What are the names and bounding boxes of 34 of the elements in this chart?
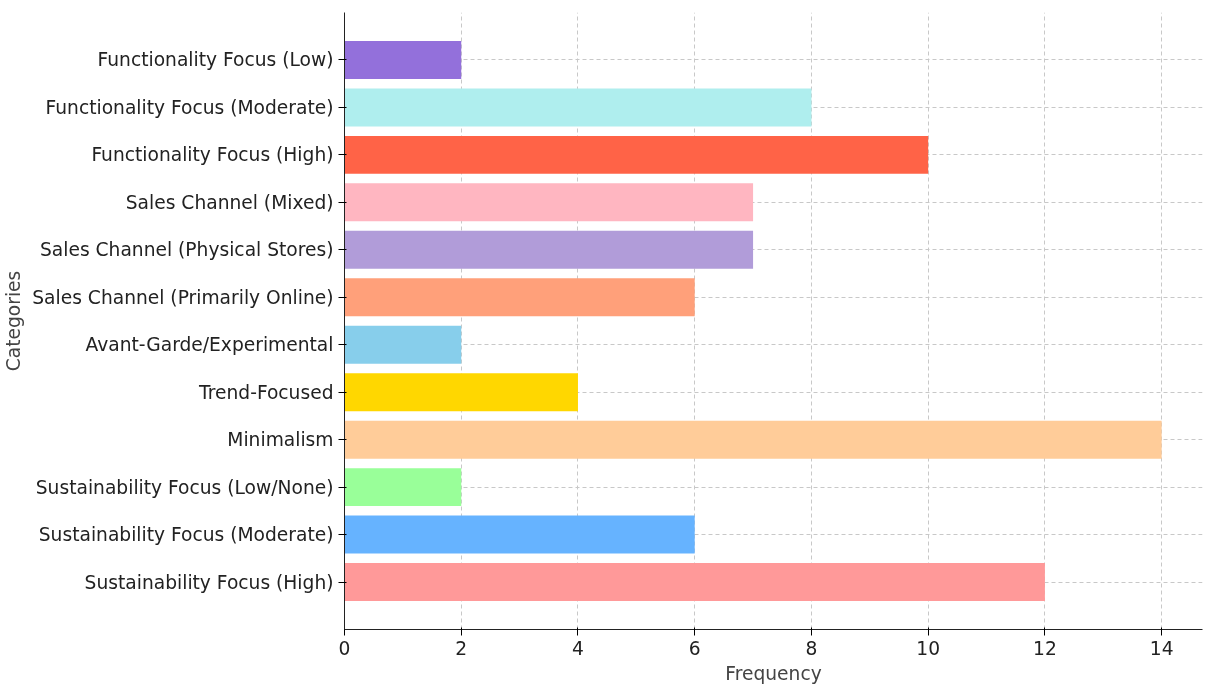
x-tick-label: 10 [916,637,941,659]
bar [344,183,754,222]
y-tick-label: Trend-Focused [198,381,334,403]
y-tick-label: Sustainability Focus (Moderate) [38,524,334,546]
y-tick-label: Minimalism [227,429,334,451]
bar [344,373,578,412]
y-axis-title: Categories [3,270,25,372]
y-tick-label: Sales Channel (Mixed) [125,191,334,213]
bar [344,515,695,554]
x-tick-label: 12 [1033,637,1057,659]
bar [344,420,1162,459]
bar [344,325,462,364]
bar [344,278,695,317]
bar [344,563,1045,602]
x-tick-label: 4 [572,637,584,659]
bar [344,230,754,269]
y-tick-label: Sales Channel (Primarily Online) [32,286,334,308]
y-tick-label: Functionality Focus (High) [91,144,334,166]
bar [344,468,462,507]
x-tick-label: 14 [1149,637,1174,659]
bar [344,88,812,127]
x-tick-label: 0 [338,637,351,659]
y-tick-label: Sales Channel (Physical Stores) [39,239,334,261]
y-tick-label: Avant-Garde/Experimental [85,334,334,356]
x-axis-title: Frequency [725,662,822,684]
y-tick-label: Sustainability Focus (High) [84,571,334,593]
y-tick-label: Functionality Focus (Moderate) [45,96,334,118]
bar [344,40,462,79]
x-tick-label: 6 [688,637,701,659]
x-tick-label: 2 [455,637,468,659]
x-tick-label: 8 [805,637,818,659]
bar [344,135,929,174]
y-tick-label: Functionality Focus (Low) [97,49,334,71]
y-tick-label: Sustainability Focus (Low/None) [35,476,334,498]
